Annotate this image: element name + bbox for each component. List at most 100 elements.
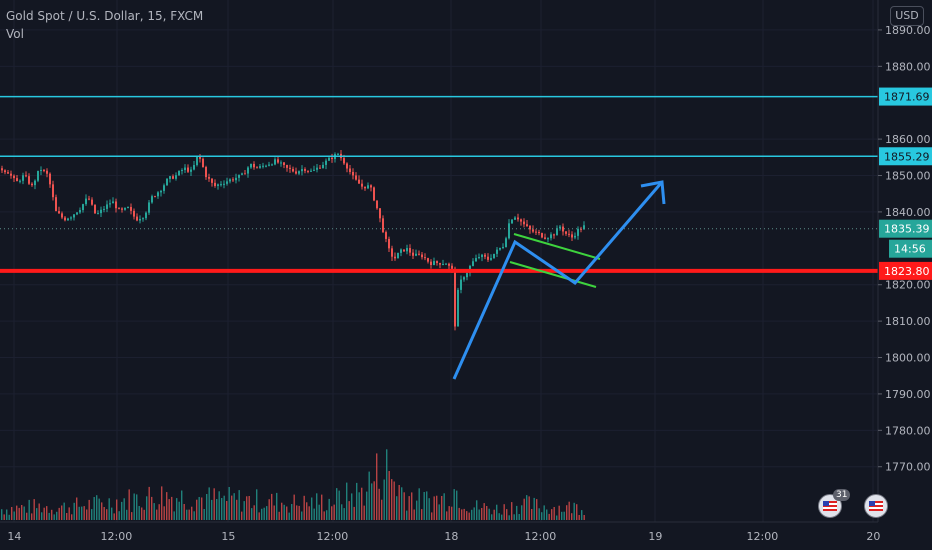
time-axis[interactable]: 14 12:00 15 12:00 18 12:00 19 12:00 20 (0, 521, 932, 550)
candle-body (148, 202, 150, 213)
candle-body (64, 217, 66, 221)
candle-body (493, 253, 495, 259)
volume-bar (163, 506, 165, 520)
candle-body (7, 172, 9, 174)
candle-body (451, 265, 453, 269)
volume-bar (91, 509, 93, 520)
volume-bar (518, 514, 520, 520)
candle-body (472, 261, 474, 266)
candle-body (277, 159, 279, 163)
candle-body (202, 158, 204, 168)
candle-body (388, 238, 390, 249)
candle-body (298, 171, 300, 174)
volume-bar (43, 507, 45, 520)
candle-body (454, 268, 456, 327)
candle-body (556, 228, 558, 236)
candle-body (145, 212, 147, 219)
projection-arrow[interactable] (452, 181, 664, 380)
volume-bar (458, 507, 460, 520)
price-tag-support-bg (879, 261, 932, 280)
volume-bar (468, 512, 470, 520)
price-tag-support[interactable]: 1823.80 (884, 265, 930, 278)
volume-bar (491, 514, 493, 520)
candle-body (286, 164, 288, 168)
volume-bar (203, 509, 205, 520)
event-badge-economic-2[interactable] (864, 494, 888, 518)
volume-bar (393, 481, 395, 520)
currency-button[interactable]: USD (890, 6, 924, 26)
candle-body (52, 184, 54, 198)
volume-bar (61, 505, 63, 520)
candle-body (343, 158, 345, 164)
candle-body (316, 167, 318, 170)
price-axis[interactable]: 1890.00 1880.00 1860.00 1850.00 1840.00 1820.… (877, 0, 932, 550)
candle-body (292, 168, 294, 172)
time-axis-bg (0, 522, 932, 550)
candle-body (211, 178, 213, 183)
candle-body (397, 252, 399, 259)
volume-bar (538, 508, 540, 520)
candle-body (400, 249, 402, 253)
candle-body (256, 167, 258, 169)
volume-bar (316, 493, 318, 520)
volume-bar (51, 509, 53, 520)
candle-body (226, 181, 228, 184)
volume-bar (111, 507, 113, 520)
volume-bar (98, 498, 100, 520)
flag-lower-line[interactable] (509, 261, 597, 288)
volume-bar (501, 514, 503, 520)
candle-body (346, 163, 348, 169)
volume-bar (448, 506, 450, 520)
horizontal-levels[interactable] (0, 95, 878, 273)
volume-bar (573, 502, 575, 520)
volume-bar (6, 509, 8, 520)
candle-body (172, 176, 174, 179)
volume-label[interactable]: Vol (6, 27, 24, 41)
volume-bar (341, 504, 343, 520)
volume-bar (156, 509, 158, 520)
volume-bar (481, 508, 483, 520)
volume-bar (231, 495, 233, 520)
candle-body (508, 223, 510, 239)
event-badge-economic[interactable]: 31 (818, 489, 851, 518)
volume-bar (186, 509, 188, 520)
volume-bar (338, 490, 340, 520)
candle-body (511, 219, 513, 224)
volume-bar (118, 511, 120, 520)
volume-bar (128, 489, 130, 520)
volume-bar (376, 453, 378, 520)
time-tick-label: 12:00 (747, 530, 779, 543)
candle-body (352, 171, 354, 176)
volume-bar (531, 509, 533, 520)
volume-bar (446, 511, 448, 520)
candle-body (232, 179, 234, 181)
volume-bar (21, 505, 23, 520)
flag-upper-line[interactable] (513, 233, 601, 260)
volume-bar (88, 499, 90, 520)
volume-bar (296, 505, 298, 520)
volume-bar (268, 499, 270, 520)
candle-body (424, 257, 426, 259)
volume-bar (513, 514, 515, 520)
price-tick-label: 1790.00 (885, 388, 931, 401)
price-tag-last[interactable]: 1835.39 (884, 223, 930, 236)
price-tag-resistance-mid[interactable]: 1855.29 (884, 150, 930, 163)
candle-body (109, 203, 111, 205)
volume-bar (493, 509, 495, 520)
candle-body (151, 196, 153, 203)
volume-bar (551, 509, 553, 520)
volume-bar (388, 471, 390, 520)
candle-body (319, 167, 321, 169)
candle-body (532, 229, 534, 232)
candle-body (529, 225, 531, 230)
candle-body (289, 167, 291, 169)
price-tag-resistance-top[interactable]: 1871.69 (884, 91, 930, 104)
candle-body (565, 231, 567, 234)
candle-body (280, 162, 282, 164)
symbol-title[interactable]: Gold Spot / U.S. Dollar, 15, FXCM (6, 9, 204, 23)
us-flag-icon (869, 501, 883, 511)
drawings[interactable] (452, 180, 666, 380)
volume-bar (78, 506, 80, 520)
volume-bar (321, 494, 323, 520)
